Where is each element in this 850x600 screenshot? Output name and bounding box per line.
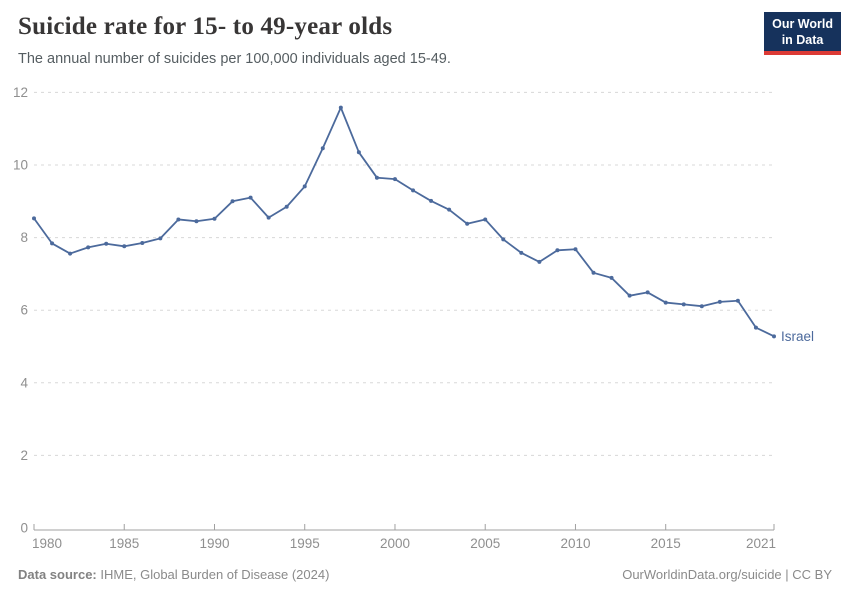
data-point[interactable]	[392, 177, 397, 182]
chart-subtitle: The annual number of suicides per 100,00…	[18, 51, 451, 67]
data-point[interactable]	[302, 184, 307, 189]
data-point[interactable]	[591, 270, 596, 275]
data-source-text: IHME, Global Burden of Disease (2024)	[96, 567, 330, 582]
x-tick-label: 1990	[199, 536, 229, 551]
data-point[interactable]	[573, 247, 578, 252]
y-tick-label: 4	[20, 375, 28, 390]
data-point[interactable]	[374, 175, 379, 180]
data-point[interactable]	[645, 290, 650, 295]
data-point[interactable]	[411, 188, 416, 193]
data-point[interactable]	[266, 215, 271, 220]
owid-logo[interactable]: Our World in Data	[764, 12, 841, 56]
data-point[interactable]	[230, 199, 235, 204]
data-line[interactable]	[33, 106, 775, 338]
y-tick-label: 8	[20, 230, 28, 245]
x-tick-label: 2015	[651, 536, 681, 551]
data-point[interactable]	[122, 244, 127, 249]
data-point[interactable]	[555, 248, 560, 253]
owid-logo-line1: Our World	[772, 17, 833, 31]
x-tick-label: 1985	[109, 536, 139, 551]
data-point[interactable]	[248, 195, 253, 200]
credit-line: OurWorldinData.org/suicide | CC BY	[622, 567, 832, 582]
owid-logo-line2: in Data	[781, 32, 824, 47]
x-tick-label: 2010	[560, 536, 590, 551]
data-point[interactable]	[86, 245, 91, 250]
data-point[interactable]	[663, 300, 668, 305]
data-point[interactable]	[717, 299, 722, 304]
y-tick-label: 6	[20, 303, 28, 318]
data-point[interactable]	[320, 146, 325, 151]
data-point[interactable]	[68, 251, 73, 256]
data-point[interactable]	[681, 302, 686, 307]
data-point[interactable]	[356, 150, 361, 155]
data-point[interactable]	[501, 237, 506, 242]
x-tick-label: 2000	[380, 536, 410, 551]
data-point[interactable]	[699, 304, 704, 309]
data-point[interactable]	[284, 204, 289, 209]
y-tick-label: 12	[13, 85, 28, 100]
data-point[interactable]	[627, 293, 632, 298]
data-point[interactable]	[753, 325, 758, 330]
data-source: Data source: IHME, Global Burden of Dise…	[18, 567, 329, 582]
x-tick-label: 2005	[470, 536, 500, 551]
data-point[interactable]	[338, 105, 343, 110]
data-point[interactable]	[158, 236, 163, 241]
data-point[interactable]	[447, 207, 452, 212]
x-tick-label: 1995	[290, 536, 320, 551]
data-point[interactable]	[537, 259, 542, 264]
y-tick-label: 0	[20, 521, 28, 536]
data-point[interactable]	[772, 334, 776, 339]
data-point[interactable]	[465, 221, 470, 226]
series-label: Israel	[781, 329, 814, 344]
data-point[interactable]	[140, 241, 145, 246]
chart-footer: Data source: IHME, Global Burden of Dise…	[18, 567, 832, 582]
data-point[interactable]	[519, 250, 524, 255]
data-point[interactable]	[104, 241, 109, 246]
data-point[interactable]	[212, 216, 217, 221]
data-source-label: Data source:	[18, 567, 97, 582]
data-point[interactable]	[429, 198, 434, 203]
data-point[interactable]	[735, 298, 740, 303]
line-chart: 0 2 4 6 8 10 12 1980 1985 1990 1995 2000 2005 2010 201…	[13, 85, 814, 551]
data-point[interactable]	[176, 217, 181, 222]
page-title: Suicide rate for 15- to 49-year olds	[18, 13, 393, 40]
x-tick-label: 1980	[32, 536, 62, 551]
data-point[interactable]	[483, 217, 488, 222]
x-tick-label: 2021	[746, 536, 776, 551]
y-tick-label: 10	[13, 158, 28, 173]
data-point[interactable]	[609, 275, 614, 280]
data-point[interactable]	[194, 219, 199, 224]
data-point[interactable]	[50, 241, 55, 246]
y-tick-label: 2	[20, 448, 28, 463]
data-point[interactable]	[32, 216, 36, 221]
